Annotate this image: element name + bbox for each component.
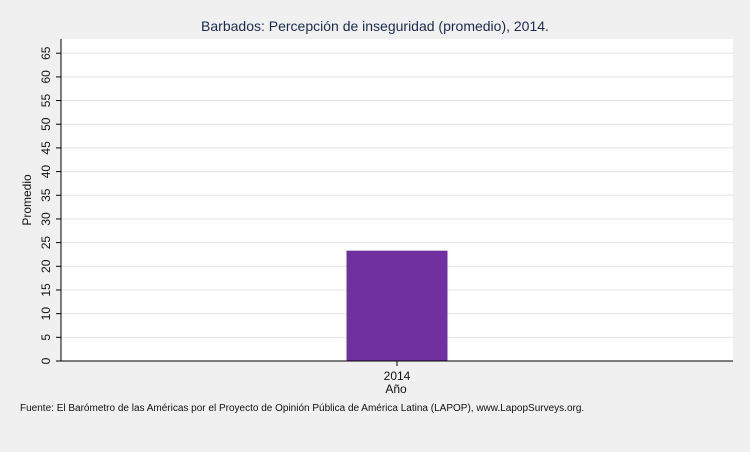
grid-lines: [61, 52, 733, 338]
x-axis-label: Año: [385, 382, 407, 396]
y-tick-label: 25: [39, 236, 53, 250]
chart-title: Barbados: Percepción de inseguridad (pro…: [201, 18, 549, 34]
y-tick-label: 65: [39, 46, 53, 60]
y-tick-label: 60: [39, 70, 53, 84]
y-axis-label: Promedio: [20, 174, 34, 226]
y-tick-label: 35: [39, 188, 53, 202]
y-tick-label: 0: [39, 357, 53, 364]
x-tick-label: 2014: [384, 369, 411, 383]
y-tick-label: 50: [39, 117, 53, 131]
y-tick-label: 5: [39, 334, 53, 341]
source-note: Fuente: El Barómetro de las Américas por…: [20, 403, 584, 414]
bar-2014: [346, 250, 448, 361]
y-tick-label: 55: [39, 94, 53, 108]
y-tick-label: 20: [39, 259, 53, 273]
y-tick-label: 15: [39, 283, 53, 297]
y-tick-label: 45: [39, 141, 53, 155]
y-tick-label: 10: [39, 307, 53, 321]
x-ticks: 2014: [384, 361, 411, 383]
y-tick-label: 30: [39, 212, 53, 226]
y-ticks: 0 5 10 15 20 25 30 35 40 45 50 55 60 65: [39, 46, 61, 364]
bars: [346, 250, 448, 361]
y-tick-label: 40: [39, 165, 53, 179]
